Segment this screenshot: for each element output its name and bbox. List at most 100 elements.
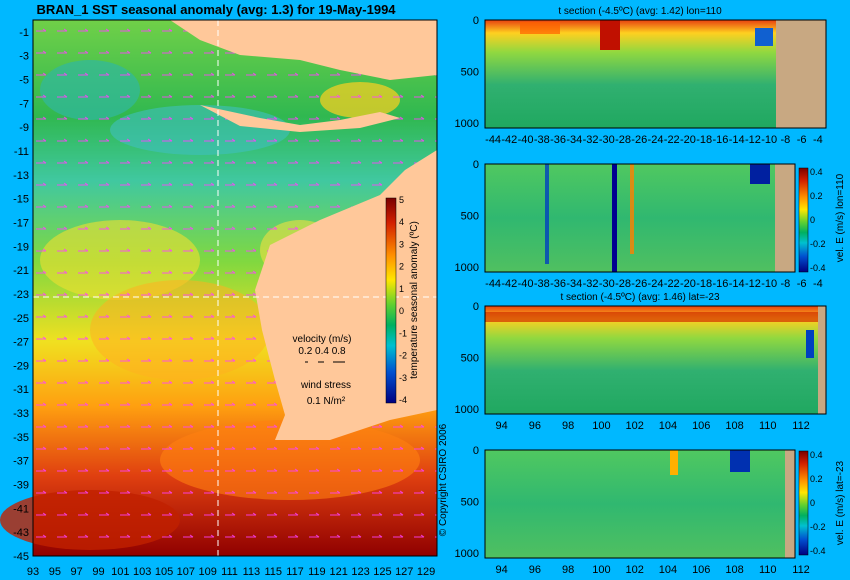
- p3-x-tick: 96: [529, 420, 541, 432]
- colorbar-tick: 2: [399, 262, 404, 272]
- p2-x-tick: -20: [680, 278, 696, 290]
- map-x-tick: 123: [351, 566, 369, 578]
- map-x-tick: 109: [199, 566, 217, 578]
- colorbar-tick: 5: [399, 195, 404, 205]
- p4-x-tick: 96: [529, 564, 541, 576]
- p2-cb-tick: 0.2: [810, 191, 823, 201]
- p2-y-tick: 1000: [455, 262, 479, 274]
- panel2-x-ticks: -44 -42 -40 -38 -36 -34 -32 -30 -28 -26 -24 -22 -20-…: [485, 278, 823, 290]
- p1-y-tick: 1000: [455, 118, 479, 130]
- p3-x-tick: 100: [592, 420, 610, 432]
- p3-x-tick: 94: [496, 420, 508, 432]
- panel3-frame: [484, 305, 827, 415]
- p2-x-tick: -36: [550, 278, 566, 290]
- p1-x-tick: -24: [648, 134, 664, 146]
- p3-x-tick: 104: [659, 420, 677, 432]
- p4-cb-tick: -0.2: [810, 522, 826, 532]
- map-x-tick: 97: [71, 566, 83, 578]
- map-x-tick: 125: [373, 566, 391, 578]
- panel3-title: t section (-4.5ºC) (avg: 1.46) lat=-23: [561, 292, 720, 303]
- map-x-tick: 129: [417, 566, 435, 578]
- p3-x-tick: 106: [692, 420, 710, 432]
- panel1-frame: [484, 19, 827, 129]
- colorbar-tick: -1: [399, 328, 407, 338]
- p1-x-tick: -4: [813, 134, 823, 146]
- map-y-tick: -17: [13, 217, 29, 229]
- map-x-tick: 115: [264, 566, 282, 578]
- colorbar-label: temperature seasonal anomaly (ºC): [409, 221, 420, 379]
- p1-x-tick: -8: [781, 134, 791, 146]
- panel2-cb-label: vel. E (m/s) lon=110: [835, 173, 846, 262]
- p3-y-tick: 1000: [455, 404, 479, 416]
- panel3-patch: [485, 312, 820, 322]
- p2-x-tick: -44: [485, 278, 501, 290]
- p2-x-tick: -16: [712, 278, 728, 290]
- map-y-tick: -25: [13, 313, 29, 325]
- land-java: [200, 105, 400, 132]
- vel-section-lat-23: 0.4 0.2 0 -0.2 -0.4 vel. E (m/s) lat=-23 0 50…: [455, 445, 846, 576]
- p4-x-tick: 106: [692, 564, 710, 576]
- p2-x-tick: -14: [729, 278, 745, 290]
- map-y-tick: -43: [13, 527, 29, 539]
- panel4-cb-ticks: 0.4 0.2 0 -0.2 -0.4: [810, 450, 826, 556]
- p3-x-tick: 110: [759, 420, 777, 432]
- map-y-tick: -41: [13, 503, 29, 515]
- p2-x-tick: -42: [501, 278, 517, 290]
- map-y-tick: -15: [13, 194, 29, 206]
- map-x-tick: 107: [177, 566, 195, 578]
- copyright: © Copyright CSIRO 2006: [438, 423, 449, 536]
- p1-x-tick: -14: [729, 134, 745, 146]
- p3-y-tick: 0: [473, 301, 479, 313]
- p1-x-tick: -10: [761, 134, 777, 146]
- wind-legend-title: wind stress: [300, 380, 351, 391]
- p4-x-tick: 100: [592, 564, 610, 576]
- map-x-tick: 121: [330, 566, 348, 578]
- panel4-cb-label: vel. E (m/s) lat=-23: [835, 460, 846, 545]
- p1-x-tick: -26: [631, 134, 647, 146]
- map-x-ticks: 93 95 97 99 101 103 105 107 109 111 113 115 117 119 12…: [27, 566, 435, 578]
- map-y-tick: -29: [13, 360, 29, 372]
- panel4-x-ticks: 94 96 98 100 102 104 106 108 110 112: [496, 564, 810, 576]
- map-y-tick: -5: [19, 75, 29, 87]
- panel2-colorbar: [798, 167, 809, 273]
- p2-x-tick: -28: [615, 278, 631, 290]
- p2-x-tick: -40: [518, 278, 534, 290]
- p1-x-tick: -6: [797, 134, 807, 146]
- map-x-tick: 99: [92, 566, 104, 578]
- p1-x-tick: -38: [534, 134, 550, 146]
- map-y-tick: -3: [19, 51, 29, 63]
- panel1-land: [776, 20, 826, 128]
- p3-x-tick: 98: [562, 420, 574, 432]
- p4-y-tick: 0: [473, 445, 479, 457]
- t-section-lon110: t section (-4.5ºC) (avg: 1.42) lon=110 0…: [455, 6, 827, 146]
- vel-section-lon110: 0.4 0.2 0 -0.2 -0.4 vel. E (m/s) lon=110 0 50…: [455, 159, 846, 290]
- p3-x-tick: 112: [792, 420, 810, 432]
- p3-y-tick: 500: [461, 352, 479, 364]
- p1-x-tick: -20: [680, 134, 696, 146]
- p4-cb-tick: 0.4: [810, 450, 823, 460]
- p1-x-tick: -34: [566, 134, 582, 146]
- p4-x-tick: 98: [562, 564, 574, 576]
- panel4-patch: [730, 450, 750, 472]
- main-title: BRAN_1 SST seasonal anomaly (avg: 1.3) f…: [36, 2, 396, 17]
- wind-legend-value: 0.1 N/m²: [307, 396, 346, 407]
- panel1-field: [485, 20, 826, 128]
- p2-y-tick: 0: [473, 159, 479, 171]
- map-y-tick: -27: [13, 337, 29, 349]
- panel1-title: t section (-4.5ºC) (avg: 1.42) lon=110: [558, 6, 722, 17]
- map-y-tick: -21: [13, 265, 29, 277]
- p2-cb-tick: 0: [810, 215, 815, 225]
- map-y-tick: -39: [13, 480, 29, 492]
- colorbar-gradient: [385, 197, 397, 404]
- p1-x-tick: -30: [599, 134, 615, 146]
- map-x-tick: 127: [395, 566, 413, 578]
- panel2-patch: [750, 164, 770, 184]
- map-y-ticks: -1 -3 -5 -7 -9 -11 -13 -15 -17 -19 -21 -23 -25 -27 -29…: [13, 27, 29, 563]
- colorbar-tick: 0: [399, 306, 404, 316]
- panel4-land: [785, 450, 795, 558]
- p3-x-tick: 102: [626, 420, 644, 432]
- colorbar-tick: -2: [399, 351, 407, 361]
- p4-cb-tick: 0.2: [810, 474, 823, 484]
- sst-map: -1-3-5-7-9-11-13-15-17-19-21-23-25-27-29…: [0, 19, 438, 578]
